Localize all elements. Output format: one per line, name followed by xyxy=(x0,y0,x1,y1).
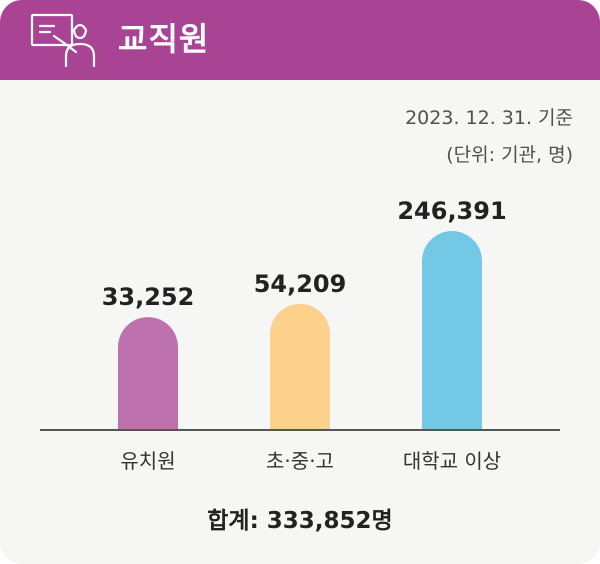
data-label: 54,209 xyxy=(254,270,347,298)
total-label: 합계: 333,852명 xyxy=(207,508,393,534)
category-label: 유치원 xyxy=(120,449,175,473)
data-label: 33,252 xyxy=(102,283,195,311)
card-header: 교직원 xyxy=(0,0,600,80)
category-label: 초·중·고 xyxy=(266,449,334,473)
bar xyxy=(118,317,179,430)
teacher-at-board-icon xyxy=(30,13,96,68)
page-title: 교직원 xyxy=(118,20,210,58)
data-label: 246,391 xyxy=(397,197,506,225)
bar xyxy=(422,231,482,430)
reference-date: 2023. 12. 31. 기준 xyxy=(405,107,573,129)
category-label: 대학교 이상 xyxy=(403,449,501,473)
unit-note: (단위: 기관, 명) xyxy=(446,144,573,166)
bar xyxy=(270,303,330,430)
